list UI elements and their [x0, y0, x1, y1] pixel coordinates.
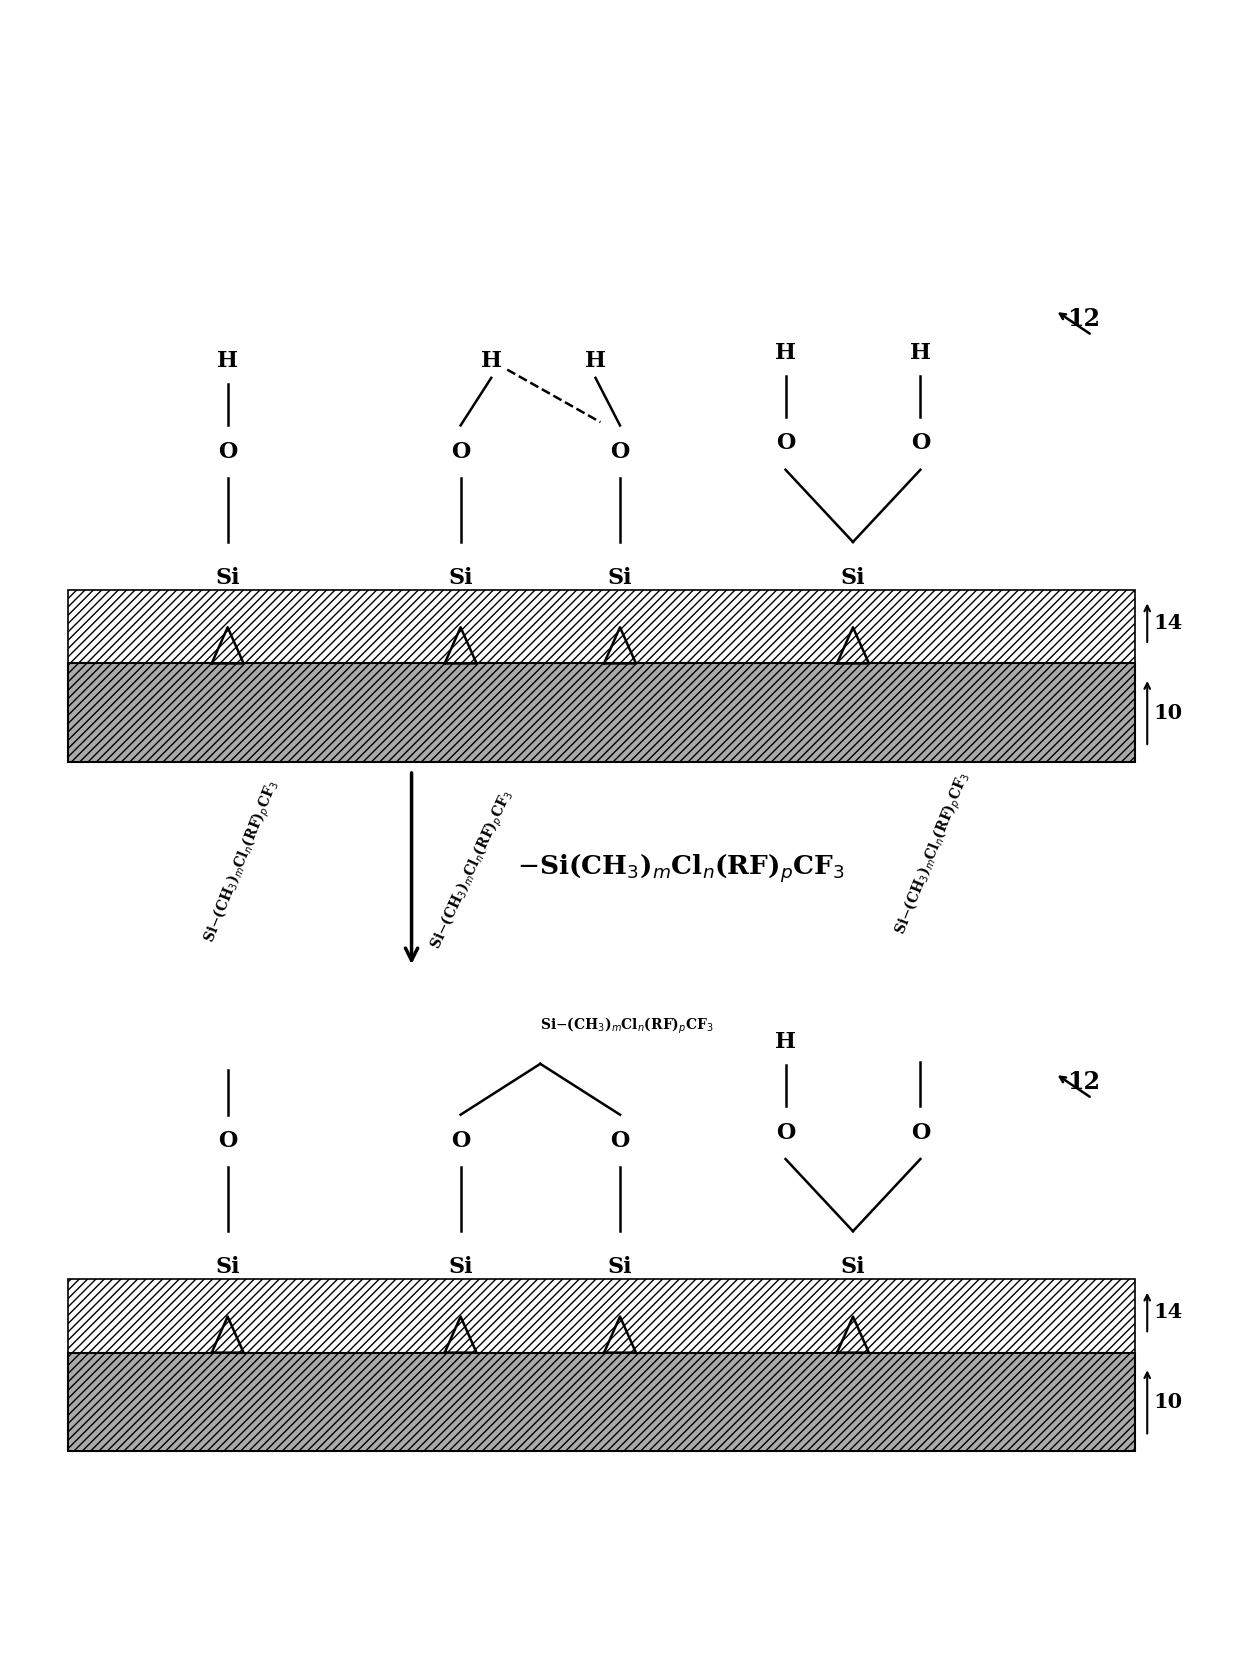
Bar: [68, 589, 1135, 664]
Text: O: O: [218, 440, 237, 463]
Text: O: O: [610, 1130, 630, 1152]
Text: Si$-$(CH$_3$)$_m$Cl$_n$(RF)$_p$CF$_3$: Si$-$(CH$_3$)$_m$Cl$_n$(RF)$_p$CF$_3$: [541, 1016, 714, 1036]
Text: 14: 14: [1153, 1302, 1183, 1322]
Text: $-$Si(CH$_3$)$_m$Cl$_n$(RF)$_p$CF$_3$: $-$Si(CH$_3$)$_m$Cl$_n$(RF)$_p$CF$_3$: [517, 852, 846, 885]
Text: O: O: [218, 1130, 237, 1152]
Text: Si: Si: [216, 568, 239, 589]
Text: H: H: [217, 351, 238, 372]
Text: Si: Si: [841, 1256, 866, 1278]
Bar: [68, 664, 1135, 761]
Text: H: H: [775, 1031, 796, 1054]
Text: Si$-$(CH$_3$)$_m$Cl$_n$(RF)$_p$CF$_3$: Si$-$(CH$_3$)$_m$Cl$_n$(RF)$_p$CF$_3$: [201, 778, 284, 947]
Text: O: O: [910, 1122, 930, 1144]
Text: H: H: [585, 351, 606, 372]
Text: Si: Si: [449, 1256, 472, 1278]
Text: O: O: [451, 1130, 470, 1152]
Text: Si$-$(CH$_3$)$_m$Cl$_n$(RF)$_p$CF$_3$: Si$-$(CH$_3$)$_m$Cl$_n$(RF)$_p$CF$_3$: [427, 788, 518, 953]
Text: H: H: [775, 343, 796, 364]
Text: Si: Si: [608, 568, 632, 589]
Text: Si: Si: [841, 568, 866, 589]
Text: O: O: [610, 440, 630, 463]
Text: 10: 10: [1153, 1392, 1183, 1412]
Text: Si$-$(CH$_3$)$_m$Cl$_n$(RF)$_p$CF$_3$: Si$-$(CH$_3$)$_m$Cl$_n$(RF)$_p$CF$_3$: [890, 770, 975, 938]
Text: Si: Si: [216, 1256, 239, 1278]
Text: Si: Si: [449, 568, 472, 589]
Text: O: O: [910, 432, 930, 455]
Text: Si: Si: [608, 1256, 632, 1278]
Text: 10: 10: [1153, 703, 1183, 723]
Bar: [68, 1352, 1135, 1451]
Text: 14: 14: [1153, 612, 1183, 632]
Text: 12: 12: [1068, 306, 1101, 331]
Text: O: O: [451, 440, 470, 463]
Text: H: H: [481, 351, 502, 372]
Text: O: O: [776, 432, 795, 455]
Text: 12: 12: [1068, 1069, 1101, 1094]
Text: O: O: [776, 1122, 795, 1144]
Text: H: H: [910, 343, 931, 364]
Bar: [68, 1279, 1135, 1352]
